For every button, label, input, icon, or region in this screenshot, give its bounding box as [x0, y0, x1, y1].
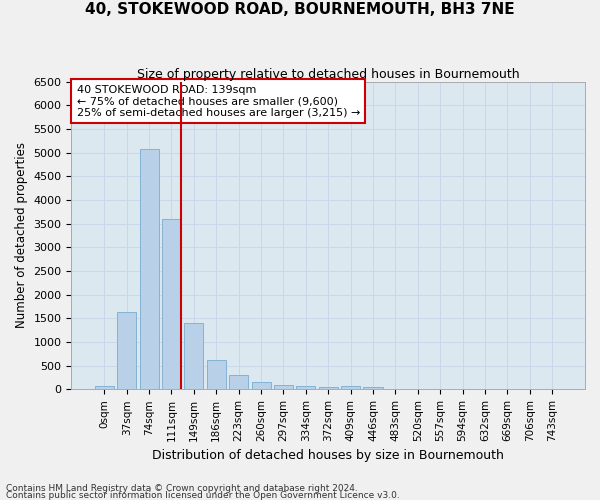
Bar: [274, 384, 293, 390]
Bar: [341, 386, 360, 390]
Y-axis label: Number of detached properties: Number of detached properties: [15, 142, 28, 328]
Bar: [207, 360, 226, 390]
Bar: [319, 386, 338, 390]
Bar: [95, 386, 114, 390]
Text: 40 STOKEWOOD ROAD: 139sqm
← 75% of detached houses are smaller (9,600)
25% of se: 40 STOKEWOOD ROAD: 139sqm ← 75% of detac…: [77, 84, 360, 118]
Bar: [184, 323, 203, 390]
Bar: [251, 382, 271, 390]
Bar: [364, 387, 383, 390]
Title: Size of property relative to detached houses in Bournemouth: Size of property relative to detached ho…: [137, 68, 520, 80]
Bar: [296, 386, 316, 390]
X-axis label: Distribution of detached houses by size in Bournemouth: Distribution of detached houses by size …: [152, 450, 504, 462]
Text: Contains public sector information licensed under the Open Government Licence v3: Contains public sector information licen…: [6, 491, 400, 500]
Text: Contains HM Land Registry data © Crown copyright and database right 2024.: Contains HM Land Registry data © Crown c…: [6, 484, 358, 493]
Text: 40, STOKEWOOD ROAD, BOURNEMOUTH, BH3 7NE: 40, STOKEWOOD ROAD, BOURNEMOUTH, BH3 7NE: [85, 2, 515, 18]
Bar: [117, 312, 136, 390]
Bar: [140, 149, 158, 390]
Bar: [229, 374, 248, 390]
Bar: [162, 220, 181, 390]
